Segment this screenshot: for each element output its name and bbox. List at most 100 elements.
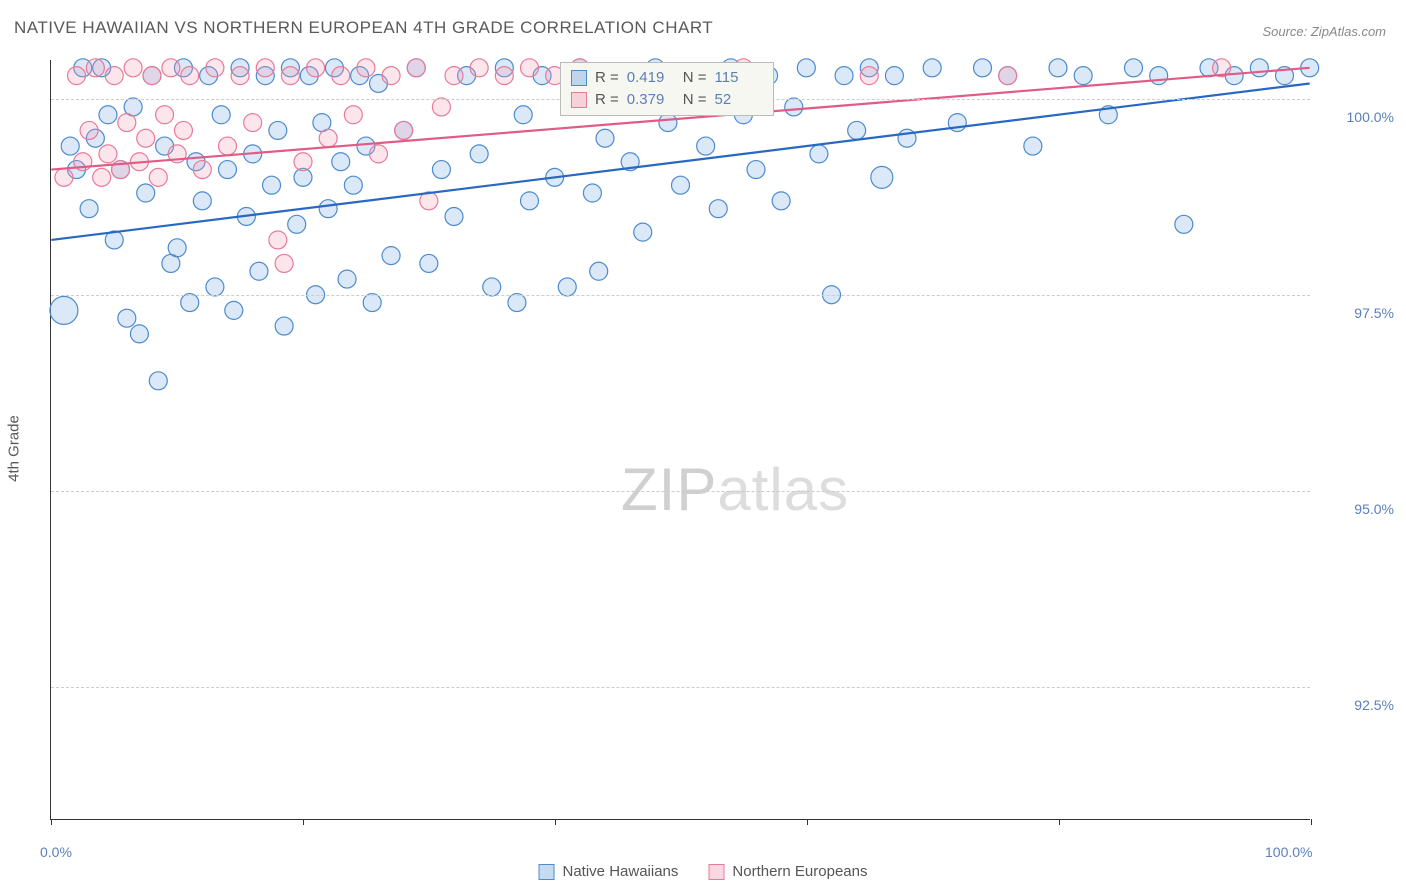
scatter-point xyxy=(332,67,350,85)
scatter-point xyxy=(1175,215,1193,233)
scatter-point xyxy=(206,59,224,77)
scatter-point xyxy=(672,176,690,194)
scatter-point xyxy=(319,129,337,147)
scatter-point xyxy=(288,215,306,233)
scatter-point xyxy=(974,59,992,77)
scatter-point xyxy=(871,166,893,188)
scatter-point xyxy=(269,231,287,249)
scatter-point xyxy=(168,239,186,257)
scatter-point xyxy=(709,200,727,218)
scatter-point xyxy=(432,161,450,179)
scatter-point xyxy=(508,294,526,312)
scatter-point xyxy=(432,98,450,116)
stats-swatch-1 xyxy=(571,70,587,86)
scatter-point xyxy=(206,278,224,296)
legend-item-1: Native Hawaiians xyxy=(539,863,679,880)
scatter-point xyxy=(212,106,230,124)
x-tick xyxy=(807,819,808,825)
scatter-point xyxy=(999,67,1017,85)
x-tick xyxy=(555,819,556,825)
scatter-point xyxy=(445,67,463,85)
scatter-point xyxy=(1125,59,1143,77)
scatter-point xyxy=(269,121,287,139)
scatter-point xyxy=(772,192,790,210)
scatter-point xyxy=(319,200,337,218)
stats-box: R = 0.419 N = 115 R = 0.379 N = 52 xyxy=(560,62,774,116)
scatter-point xyxy=(68,67,86,85)
scatter-point xyxy=(382,247,400,265)
grid-line xyxy=(51,687,1310,688)
stats-n-value-2: 52 xyxy=(715,89,763,111)
scatter-point xyxy=(1024,137,1042,155)
scatter-point xyxy=(256,59,274,77)
scatter-point xyxy=(219,161,237,179)
scatter-point xyxy=(583,184,601,202)
scatter-point xyxy=(55,168,73,186)
x-tick-label: 100.0% xyxy=(1265,844,1312,860)
scatter-point xyxy=(521,192,539,210)
scatter-point xyxy=(80,121,98,139)
y-tick-label: 97.5% xyxy=(1354,305,1394,321)
scatter-point xyxy=(1150,67,1168,85)
x-tick xyxy=(303,819,304,825)
chart-container: NATIVE HAWAIIAN VS NORTHERN EUROPEAN 4TH… xyxy=(0,0,1406,892)
scatter-point xyxy=(174,121,192,139)
stats-swatch-2 xyxy=(571,92,587,108)
scatter-point xyxy=(521,59,539,77)
scatter-point xyxy=(483,278,501,296)
stats-r-value-1: 0.419 xyxy=(627,67,675,89)
y-tick-label: 92.5% xyxy=(1354,697,1394,713)
scatter-point xyxy=(923,59,941,77)
x-tick xyxy=(1059,819,1060,825)
scatter-point xyxy=(848,121,866,139)
scatter-point xyxy=(99,106,117,124)
scatter-point xyxy=(470,59,488,77)
scatter-point xyxy=(558,278,576,296)
x-tick xyxy=(51,819,52,825)
scatter-point xyxy=(99,145,117,163)
scatter-point xyxy=(785,98,803,116)
stats-r-label-1: R = xyxy=(595,67,619,89)
scatter-point xyxy=(118,309,136,327)
scatter-point xyxy=(181,294,199,312)
scatter-point xyxy=(659,114,677,132)
y-tick-label: 95.0% xyxy=(1354,501,1394,517)
scatter-point xyxy=(344,176,362,194)
stats-row-2: R = 0.379 N = 52 xyxy=(571,89,763,111)
grid-line xyxy=(51,295,1310,296)
scatter-point xyxy=(149,168,167,186)
legend-label-1: Native Hawaiians xyxy=(563,863,679,880)
legend-swatch-1 xyxy=(539,864,555,880)
scatter-point xyxy=(395,121,413,139)
scatter-point xyxy=(590,262,608,280)
y-tick-label: 100.0% xyxy=(1347,109,1394,125)
scatter-point xyxy=(363,294,381,312)
scatter-point xyxy=(1049,59,1067,77)
scatter-point xyxy=(225,301,243,319)
stats-n-value-1: 115 xyxy=(715,67,763,89)
scatter-point xyxy=(885,67,903,85)
scatter-point xyxy=(263,176,281,194)
scatter-point xyxy=(275,254,293,272)
source-attribution: Source: ZipAtlas.com xyxy=(1262,24,1386,39)
scatter-point xyxy=(250,262,268,280)
scatter-point xyxy=(697,137,715,155)
scatter-point xyxy=(193,192,211,210)
scatter-point xyxy=(747,161,765,179)
scatter-point xyxy=(193,161,211,179)
scatter-point xyxy=(407,59,425,77)
scatter-point xyxy=(797,59,815,77)
scatter-point xyxy=(149,372,167,390)
scatter-point xyxy=(445,208,463,226)
scatter-point xyxy=(357,59,375,77)
scatter-point xyxy=(835,67,853,85)
x-tick-label: 0.0% xyxy=(40,844,72,860)
scatter-point xyxy=(219,137,237,155)
scatter-point xyxy=(1074,67,1092,85)
scatter-point xyxy=(382,67,400,85)
legend: Native Hawaiians Northern Europeans xyxy=(539,863,868,880)
stats-n-label-2: N = xyxy=(683,89,707,111)
scatter-point xyxy=(332,153,350,171)
scatter-point xyxy=(495,67,513,85)
scatter-point xyxy=(470,145,488,163)
